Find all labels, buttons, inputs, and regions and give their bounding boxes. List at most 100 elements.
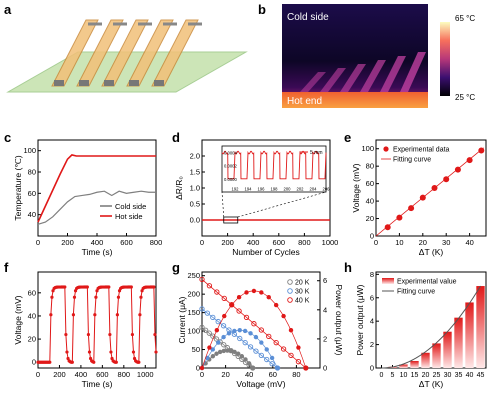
iv-point: [214, 289, 220, 295]
electrode: [129, 80, 139, 86]
plot-frame: [201, 271, 321, 369]
legend-marker: [287, 288, 293, 294]
iv-point: [243, 314, 250, 321]
panel-letter-b: b: [258, 2, 266, 17]
power-fit-curve: [201, 350, 254, 369]
inset-x-tick-label: 192: [232, 187, 240, 192]
iv-point: [242, 340, 248, 346]
iv-point: [280, 346, 287, 352]
colorbar-min-label: 25 °C: [455, 93, 475, 102]
data-point: [478, 147, 485, 154]
electrode: [104, 80, 114, 86]
voltage-point: [154, 350, 158, 354]
voltage-point: [137, 360, 141, 364]
chart-resistance-cycles: 0 200 400 600 800 1000 0.0 0.5 1.0 1.5 2.0 Number o…: [174, 139, 339, 257]
legend-label: Fitting curve: [393, 157, 431, 164]
y-tick-label: 150: [187, 308, 200, 317]
y-tick-label: 60: [366, 179, 374, 188]
y-tick-label: 0.0: [190, 216, 200, 225]
iv-point: [295, 359, 302, 365]
x-tick-label: 0: [200, 370, 204, 379]
zoom-box: [223, 216, 239, 224]
y-axis-label: Power output (μW): [355, 284, 365, 355]
voltage-point: [71, 313, 75, 317]
legend-label: Experimental value: [397, 279, 457, 286]
panel-letter-c: c: [4, 130, 11, 145]
bar: [443, 331, 452, 368]
voltage-point: [115, 313, 119, 317]
iv-point: [199, 306, 205, 312]
inset-signal: [221, 150, 327, 180]
legend-label: Cold side: [115, 202, 146, 211]
iv-point: [215, 318, 221, 325]
bar: [476, 286, 485, 368]
iv-fit-line: [201, 279, 307, 369]
y-tick-label: 4: [370, 317, 374, 326]
plot-frame: [375, 139, 487, 237]
x-tick-label: 0: [200, 238, 204, 247]
inset-y-tick-label: 0.0002: [224, 164, 237, 169]
inset-x-tick-label: 204: [310, 187, 318, 192]
y-tick-label: 0: [32, 358, 36, 367]
fin-glow: [400, 52, 426, 92]
voltage-point: [87, 350, 92, 354]
data-point: [466, 157, 473, 164]
y-tick-label: 50: [192, 345, 200, 354]
y2-axis-label: Power output (μW): [334, 284, 344, 355]
x-tick-label: 40: [465, 238, 473, 247]
x-tick-label: 10: [395, 238, 403, 247]
x-tick-label: 1000: [322, 238, 339, 247]
data-point: [431, 185, 438, 191]
y-tick-label: 60: [28, 189, 36, 198]
bar: [399, 364, 408, 368]
voltage-point: [114, 360, 118, 364]
x-tick-label: 40: [466, 372, 474, 379]
inset-y-tick-label: 0.0000: [224, 177, 237, 182]
inset-x-tick-label: 194: [245, 187, 253, 192]
y2-tick-label: 4: [323, 305, 327, 314]
power-fit-curve: [201, 290, 307, 369]
panel-letter-d: d: [172, 130, 180, 145]
y-tick-label: 100: [361, 144, 374, 153]
iv-point: [264, 356, 270, 363]
y-axis-label: Voltage (mV): [13, 295, 23, 344]
fin-glow: [320, 68, 346, 92]
x-tick-label: 200: [221, 238, 234, 247]
x-axis-label: Voltage (mV): [236, 379, 285, 389]
iv-point: [206, 330, 212, 336]
x-tick-label: 35: [455, 372, 463, 379]
inset-x-tick-label: 202: [297, 187, 305, 192]
voltage-point: [131, 350, 136, 354]
iv-point: [221, 342, 227, 348]
x-tick-label: 25: [433, 372, 441, 379]
voltage-point: [94, 295, 98, 299]
x-tick-label: 200: [53, 370, 66, 379]
bar: [421, 352, 430, 368]
x-tick-label: 5: [391, 372, 395, 379]
x-tick-label: 400: [247, 238, 260, 247]
x-tick-label: 20: [422, 372, 430, 379]
thermoelectric-fins: [51, 19, 202, 87]
y-tick-label: 250: [187, 271, 200, 280]
series-line-cold-side: [37, 190, 156, 225]
fin-glow: [360, 60, 386, 92]
fitting-curve: [381, 285, 481, 369]
inset-x-tick-label: 196: [258, 187, 266, 192]
fin-glow: [300, 72, 326, 92]
x-tick-label: 600: [120, 238, 133, 247]
legend-label: 40 K: [295, 298, 310, 305]
y-tick-label: 0.5: [190, 200, 200, 209]
voltage-point: [139, 295, 143, 299]
plot-frame: [37, 139, 157, 237]
x-tick-label: 1000: [137, 370, 154, 379]
iv-point: [221, 295, 227, 302]
legend-swatch: [382, 278, 394, 284]
y-tick-label: 60: [28, 288, 36, 297]
iv-point: [288, 352, 294, 358]
inset-y-tick-label: 0.0004: [224, 151, 237, 156]
iv-point: [247, 344, 254, 350]
voltage-point: [107, 285, 111, 289]
